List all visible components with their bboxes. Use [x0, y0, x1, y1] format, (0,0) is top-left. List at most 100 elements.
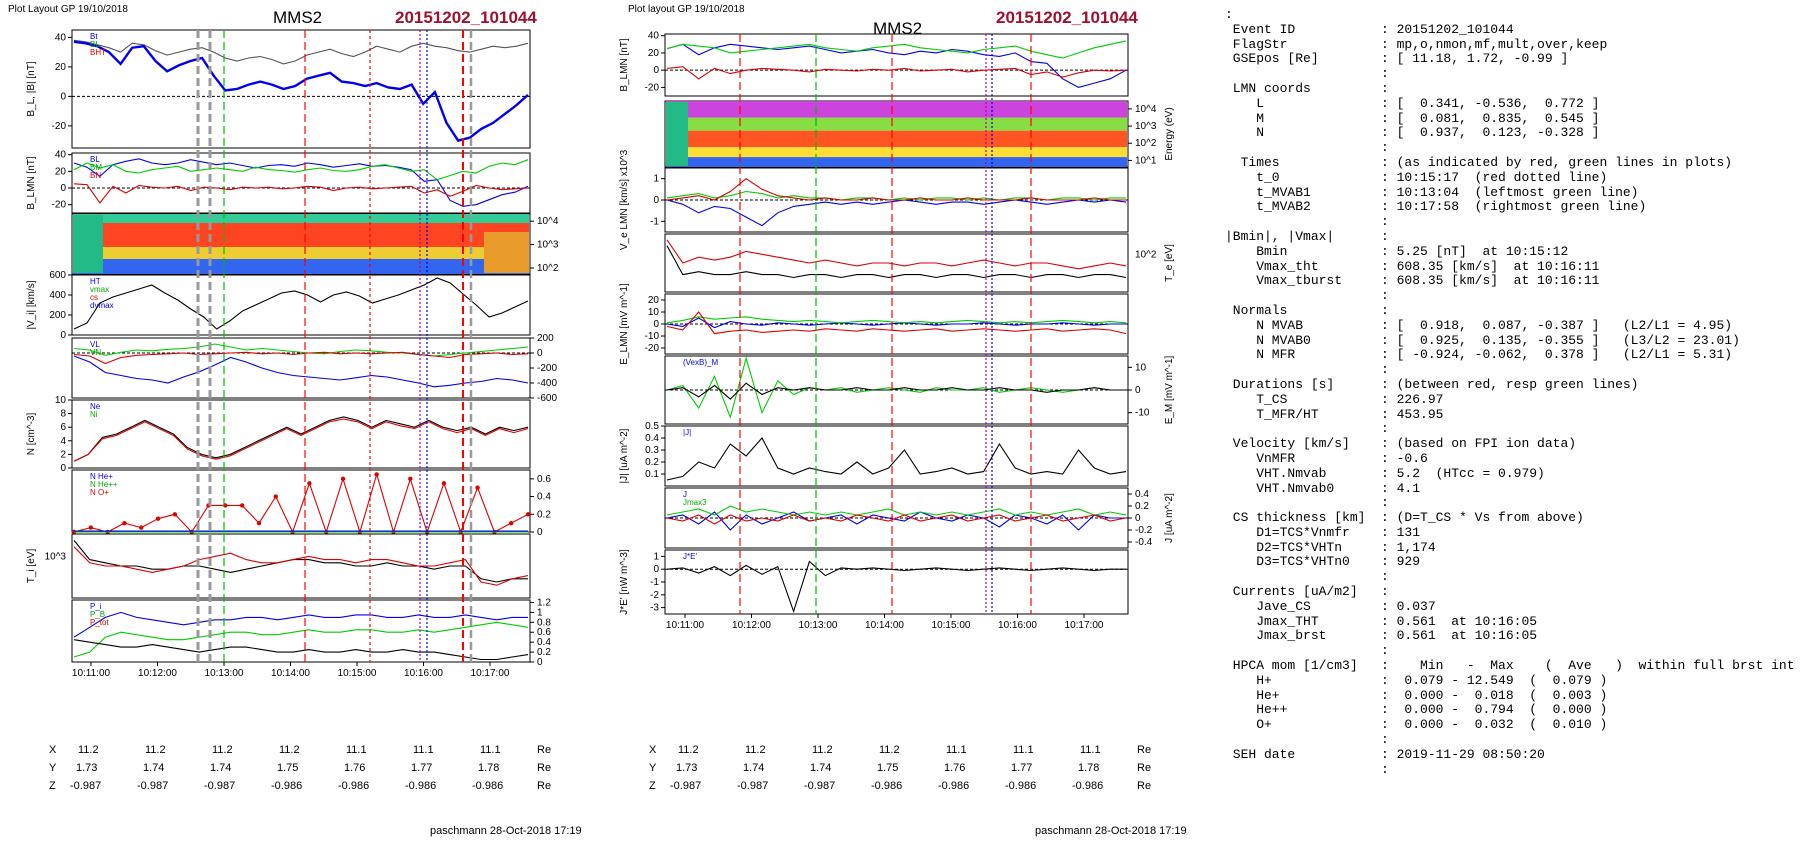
y-axis-label: |V_i| [km/s] — [26, 280, 37, 329]
summary-line: Vmax_tburst : 608.35 [km/s] at 10:16:11 — [1256, 273, 1600, 289]
y-tick-label: 8 — [60, 409, 66, 420]
y-axis-label: J [uA m^-2] — [1164, 493, 1175, 543]
y-tick-label: 0.5 — [645, 421, 659, 432]
y-tick-label: 0 — [653, 195, 659, 206]
summary-line: : — [1381, 569, 1389, 585]
y-tick-label: 0 — [537, 657, 543, 668]
y-axis-label: B_LMN [nT] — [619, 38, 630, 92]
coord-z-value: -0.987 — [804, 780, 836, 792]
coord-y-label: Y — [649, 762, 657, 774]
y-tick-label: -0.2 — [1135, 525, 1153, 536]
coord-z-label: Z — [649, 780, 656, 792]
summary-line: Jave_CS : 0.037 — [1256, 598, 1436, 614]
coord-z-value: -0.986 — [271, 780, 303, 792]
series-line — [73, 277, 529, 330]
coord-x-label: X — [49, 744, 57, 756]
summary-line: D2=TCS*VHTn : 1,174 — [1256, 539, 1436, 555]
summary-line: SEH date : 2019-11-29 08:50:20 — [1232, 746, 1545, 762]
y-tick-label: 0 — [653, 564, 659, 575]
coord-z-value: -0.986 — [871, 780, 903, 792]
y-tick-label: -200 — [537, 363, 557, 374]
chart-panel: 10^4 10^3 10^2 10^1 Energy (eV) — [664, 100, 1175, 168]
legend-entry: HT — [90, 277, 101, 286]
summary-line: : — [1381, 495, 1389, 511]
legend-entry: BHT — [90, 48, 106, 57]
summary-line: N : [ 0.937, 0.123, -0.328 ] — [1256, 125, 1600, 141]
series-line — [73, 158, 529, 207]
panel-frame — [664, 549, 1129, 615]
series-line — [666, 317, 1126, 329]
data-point — [155, 516, 161, 521]
x-tick-label: 10:16:00 — [998, 620, 1037, 631]
legend-entry: |J| — [683, 428, 691, 437]
y-tick-label: -1 — [650, 577, 659, 588]
coord-y-value: 1.78 — [478, 762, 500, 774]
series-line — [666, 66, 1127, 80]
data-point — [374, 472, 379, 477]
coord-x-value: 11.2 — [78, 744, 99, 756]
summary-line: t_MVAB2 : 10:17:58 (rightmost green line… — [1256, 199, 1647, 215]
y-axis-label: V_e LMN [km/s] x10^3 — [619, 149, 630, 250]
y-tick-label: 0.1 — [645, 469, 659, 480]
data-point — [88, 525, 94, 530]
summary-line: t_MVAB1 : 10:13:04 (leftmost green line) — [1256, 184, 1639, 200]
summary-line: : — [1381, 66, 1389, 82]
x-tick-label: 10:11:00 — [666, 620, 705, 631]
spectrogram-band — [73, 247, 529, 259]
y-tick-label: 20 — [648, 295, 660, 306]
summary-line: FlagStr : mp,o,nmon,mf,mult,over,keep — [1232, 36, 1608, 52]
summary-line: M : [ 0.081, 0.835, 0.545 ] — [1256, 110, 1600, 126]
summary-line: Jmax_brst : 0.561 at 10:16:05 — [1256, 628, 1538, 644]
data-point — [441, 481, 447, 486]
y-tick-label: -400 — [537, 378, 557, 389]
coord-x-value: 11.2 — [279, 744, 300, 756]
chart-panel: 1 0 -1 -2 -3 J*E' [nW m^-3] J*E' — [619, 549, 1129, 615]
y-tick-label: 10^3 — [537, 240, 559, 251]
legend-entry: (VexB)_M — [683, 358, 718, 367]
legend-entry: P_B — [90, 610, 105, 619]
y-tick-label: -10 — [1135, 408, 1150, 419]
left-coordinate-table: X Y Z Re Re Re 11.2 11.2 11.2 11.2 11.1 … — [0, 744, 560, 804]
left-credit: paschmann 28-Oct-2018 17:19 — [430, 825, 582, 837]
y-tick-label: 40 — [648, 31, 660, 42]
summary-line: Jmax_THT : 0.561 at 10:16:05 — [1256, 613, 1538, 629]
y-axis-label: J*E' [nW m^-3] — [619, 549, 630, 615]
series-line — [73, 416, 529, 462]
legend-entry: Jmax3 — [683, 498, 707, 507]
series-line — [666, 311, 1127, 335]
data-point — [340, 476, 346, 482]
y-tick-label: 10^2 — [1135, 249, 1157, 260]
y-tick-label: 10^4 — [537, 216, 559, 227]
panel-frame — [71, 274, 531, 336]
y-tick-label: -600 — [537, 393, 557, 404]
y-tick-label: 0.3 — [645, 445, 659, 456]
coord-x-value: 11.1 — [1080, 744, 1101, 756]
chart-panel: 40 20 0 -20 B_LMN [nT] — [619, 31, 1129, 97]
y-tick-label: 0 — [537, 527, 543, 538]
x-tick-label: 10:12:00 — [138, 668, 177, 679]
coord-x-label: X — [649, 744, 657, 756]
y-tick-label: 0.2 — [537, 509, 551, 520]
y-tick-label: 4 — [60, 436, 66, 447]
summary-line: : — [1381, 288, 1389, 304]
y-tick-label: -20 — [645, 343, 660, 354]
y-tick-label: 0.4 — [1135, 489, 1149, 500]
coord-z-value: -0.987 — [70, 780, 102, 792]
y-tick-label: 0 — [60, 91, 66, 102]
x-tick-label: 10:13:00 — [799, 620, 838, 631]
y-tick-label: 0 — [1135, 385, 1141, 396]
coord-z-value: -0.986 — [1005, 780, 1037, 792]
y-tick-label: 20 — [648, 48, 660, 59]
spectrogram-band — [484, 232, 529, 273]
spectrogram-band — [73, 215, 103, 273]
spectrogram-band — [666, 101, 1127, 118]
legend-entry: vmax — [90, 285, 109, 294]
coord-x-value: 11.2 — [145, 744, 166, 756]
coord-unit: Re — [537, 744, 552, 756]
series-line — [666, 316, 1127, 324]
y-axis-label: E_M [mV m^-1] — [1164, 355, 1175, 424]
y-axis-label: E_LMN [mV m^-1] — [619, 283, 630, 365]
panel-frame — [71, 469, 531, 533]
